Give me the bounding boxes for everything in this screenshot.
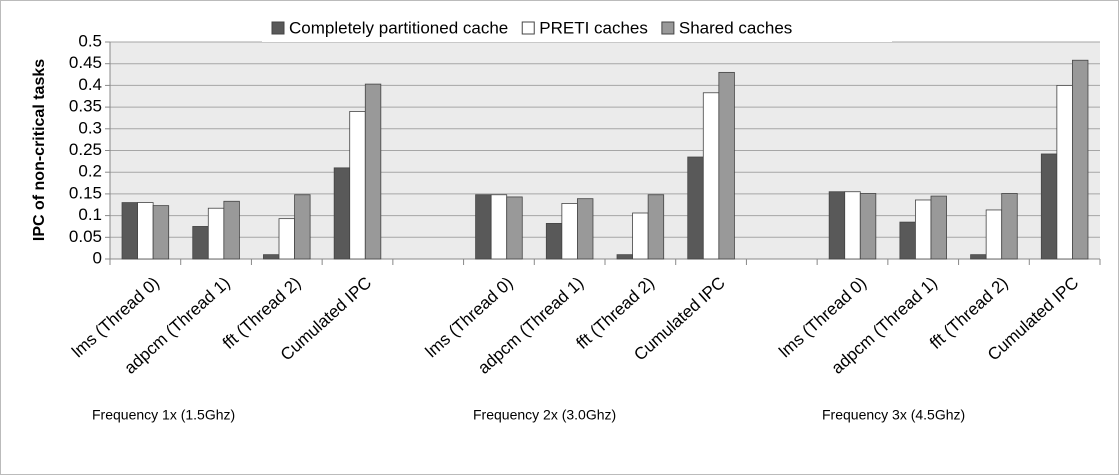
bar — [263, 254, 280, 260]
y-tick-label: 0.25 — [69, 140, 102, 159]
legend-swatch — [661, 21, 675, 35]
bar — [718, 71, 735, 260]
y-tick-label: 0.35 — [69, 97, 102, 116]
legend-swatch — [521, 21, 535, 35]
bar — [899, 221, 916, 260]
bar — [506, 196, 523, 260]
bar — [1072, 59, 1089, 260]
bar — [1056, 85, 1073, 260]
y-tick-label: 0.4 — [78, 75, 102, 94]
y-tick-label: 0.2 — [78, 162, 102, 181]
bar — [985, 209, 1003, 260]
bar — [490, 194, 508, 260]
bar — [915, 199, 932, 260]
legend-label: Shared caches — [679, 18, 792, 37]
bar — [844, 191, 861, 260]
bar — [632, 212, 649, 260]
bar — [859, 193, 877, 260]
bar — [207, 207, 225, 260]
bar — [828, 191, 846, 260]
legend-label: PRETI caches — [539, 18, 648, 37]
y-axis-label: IPC of non-critical tasks — [31, 59, 48, 241]
bar — [152, 205, 170, 260]
bar — [970, 254, 987, 260]
group-label: Frequency 2x (3.0Ghz) — [473, 407, 616, 423]
bar — [278, 218, 295, 260]
bar — [930, 195, 947, 260]
legend-swatch — [271, 21, 285, 35]
y-tick-label: 0.5 — [78, 31, 102, 50]
legend-box — [262, 16, 892, 42]
bar — [192, 226, 209, 260]
bar — [647, 194, 665, 260]
y-tick-label: 0 — [93, 248, 102, 267]
bar — [223, 200, 240, 260]
bar — [349, 111, 366, 260]
bar — [137, 202, 154, 260]
y-tick-label: 0.45 — [69, 53, 102, 72]
bar — [475, 194, 492, 260]
legend: Completely partitioned cache PRETI caches… — [262, 16, 892, 42]
bar — [294, 194, 311, 260]
bar — [577, 198, 594, 260]
bar — [121, 202, 138, 260]
bar — [545, 223, 563, 260]
group-label: Frequency 3x (4.5Ghz) — [822, 407, 965, 423]
bar — [1001, 193, 1018, 260]
bar — [1040, 153, 1058, 260]
y-tick-label: 0.3 — [78, 118, 102, 137]
bar — [561, 203, 578, 260]
bar — [687, 156, 704, 260]
bar — [364, 83, 382, 260]
group-label: Frequency 1x (1.5Ghz) — [92, 407, 235, 423]
y-tick-label: 0.05 — [69, 227, 102, 246]
legend-label: Completely partitioned cache — [289, 18, 508, 37]
y-tick-label: 0.15 — [69, 183, 102, 202]
y-tick-label: 0.1 — [78, 205, 102, 224]
bar — [702, 92, 720, 260]
bar — [333, 167, 351, 260]
bar — [616, 254, 633, 260]
